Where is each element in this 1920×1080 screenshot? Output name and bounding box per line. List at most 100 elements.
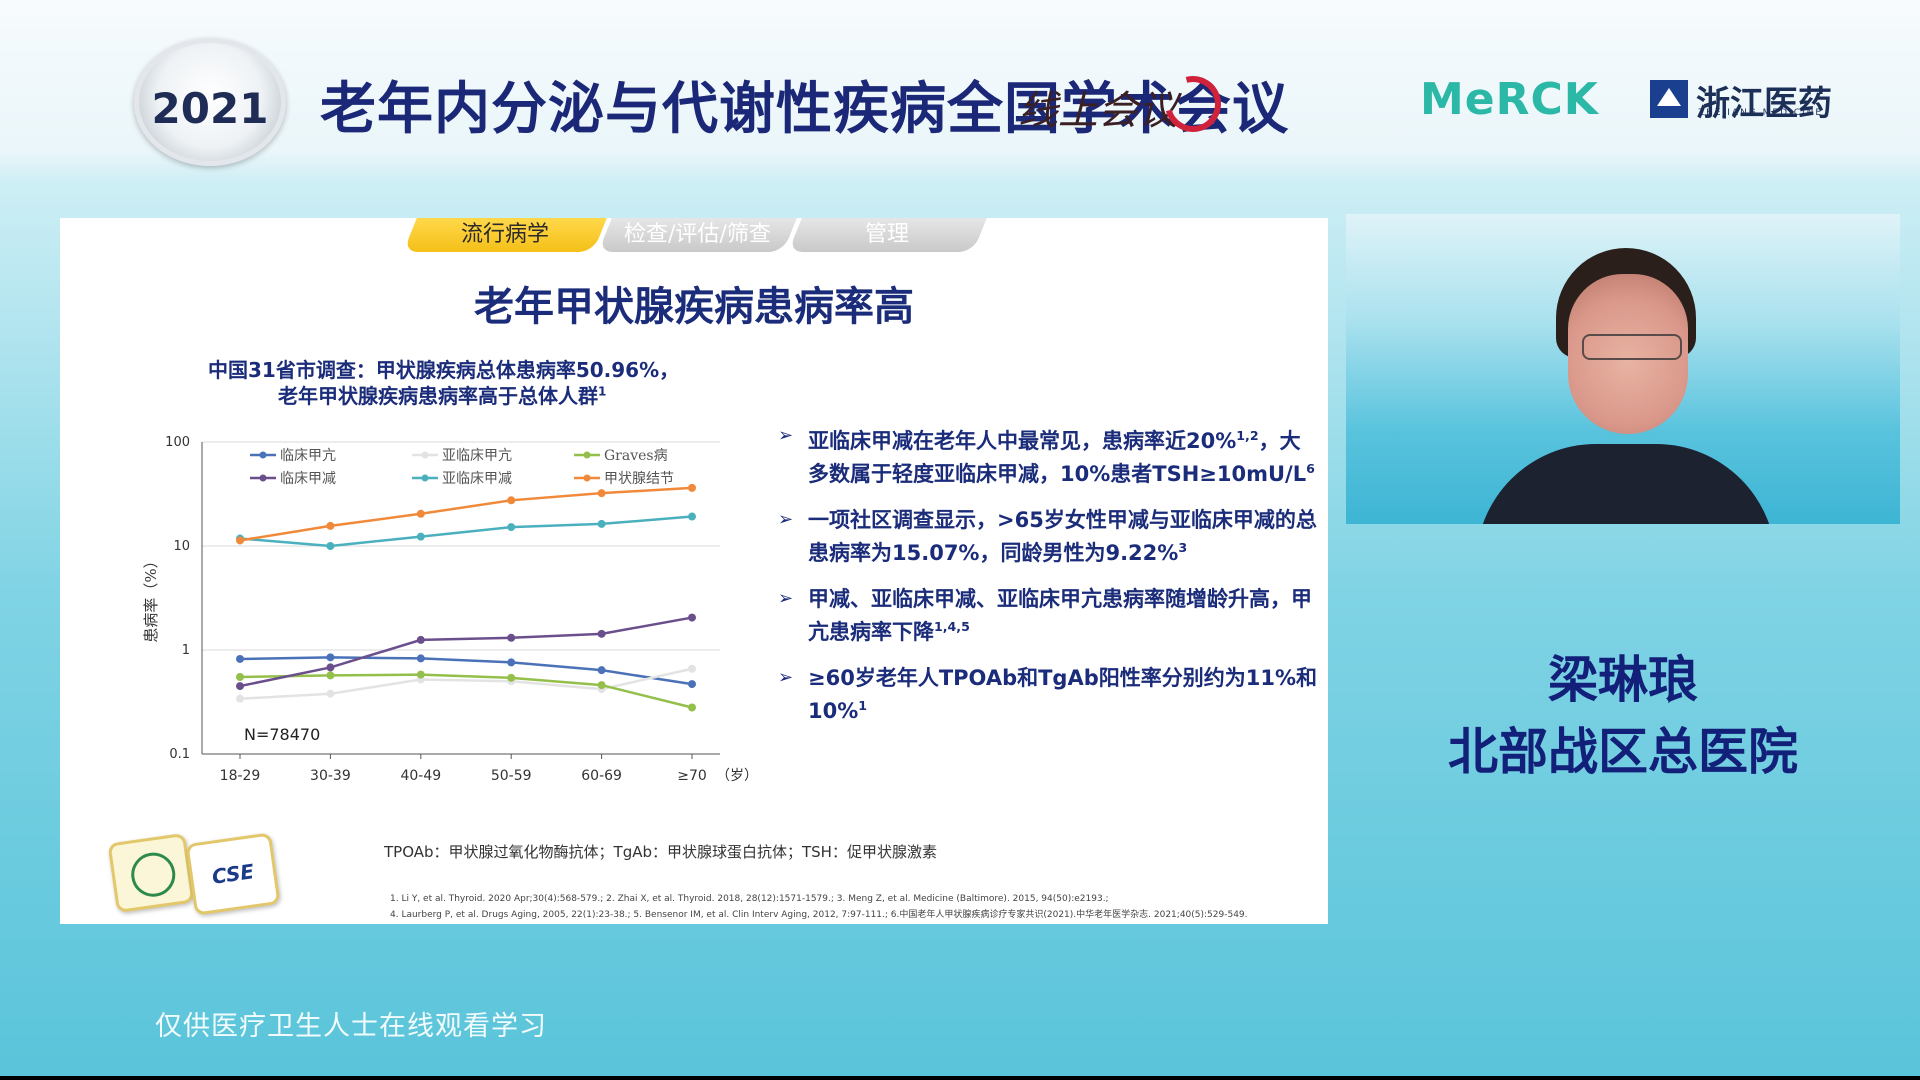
finding-text: ≥60岁老年人TPOAb和TgAb阳性率分别约为11%和10% (808, 666, 1318, 723)
data-point (416, 635, 425, 644)
y-tick-label: 10 (173, 539, 190, 554)
data-point (688, 512, 696, 521)
legend-label: 临床甲亢 (280, 447, 336, 464)
data-point (688, 680, 696, 689)
x-tick-label: 40-49 (400, 768, 441, 784)
speaker-body (1476, 444, 1776, 524)
x-tick-label: 60-69 (581, 768, 622, 784)
sample-size-annotation: N=78470 (244, 725, 320, 744)
prevalence-line-chart: 100 10 1 0.1 患病率（%） 18-29 30-39 40-49 50-59 60-69… (142, 435, 758, 784)
finding-text-cont: ，大多数属于轻度亚临床甲减，10%患者TSH≥10mU/L (808, 429, 1307, 486)
data-point (507, 673, 516, 682)
legend-swatch-marker (583, 451, 591, 459)
abbreviations-note: TPOAb：甲状腺过氧化物酶抗体；TgAb：甲状腺球蛋白抗体；TSH：促甲状腺激… (384, 843, 937, 861)
data-point (416, 654, 425, 663)
data-point (326, 521, 335, 530)
series-line (239, 515, 693, 548)
finding-ref: 1,2 (1236, 428, 1259, 443)
tab-management-label: 管理 (865, 222, 910, 247)
tab-management[interactable]: 管理 (788, 218, 987, 252)
x-tick-label: 30-39 (310, 768, 351, 784)
legend-swatch-marker (259, 451, 267, 459)
data-point (597, 489, 606, 498)
data-point (236, 673, 244, 682)
speaker-hospital: 北部战区总医院 (1448, 723, 1798, 781)
finding-item: ≥60岁老年人TPOAb和TgAb阳性率分别约为11%和10%1 (778, 664, 1318, 725)
data-point (236, 654, 244, 663)
data-point (236, 694, 244, 703)
finding-item: 一项社区调查显示，>65岁女性甲减与亚临床甲减的总患病率为15.07%，同龄男性… (778, 506, 1318, 567)
data-point (688, 483, 696, 492)
key-findings-list: 亚临床甲减在老年人中最常见，患病率近20%1,2，大多数属于轻度亚临床甲减，10… (778, 422, 1318, 743)
data-point (326, 542, 335, 550)
data-point (507, 658, 516, 667)
legend-label: 临床甲减 (280, 471, 336, 487)
sponsor-merck-logo: MeRCK (1420, 74, 1599, 125)
legend-swatch-marker (583, 474, 591, 482)
series-line (239, 656, 693, 686)
data-point (597, 519, 606, 528)
x-tick-label: 50-59 (491, 768, 532, 784)
conference-seal-logo: 2021 (134, 38, 286, 166)
series-line (239, 667, 693, 700)
data-point (326, 689, 335, 698)
sponsor-zhejiang-english: ZHEJIANG MEDICINE (1698, 108, 1824, 118)
finding-text: 甲减、亚临床甲减、亚临床甲亢患病率随增龄升高，甲亢患病率下降 (808, 587, 1312, 644)
zhejiang-medicine-icon (1650, 80, 1688, 118)
data-point (688, 703, 696, 712)
y-tick-label: 1 (182, 643, 190, 658)
glasses-icon (1582, 334, 1682, 360)
legend-label: Graves病 (604, 448, 668, 464)
cse-logo: CSE (185, 832, 281, 916)
reference-line-1: 1. Li Y, et al. Thyroid. 2020 Apr;30(4):… (390, 894, 1109, 904)
y-tick-label: 0.1 (169, 747, 190, 762)
data-point (507, 496, 516, 505)
data-point (416, 509, 425, 518)
finding-item: 亚临床甲减在老年人中最常见，患病率近20%1,2，大多数属于轻度亚临床甲减，10… (778, 422, 1318, 488)
data-point (326, 663, 335, 672)
tab-examination[interactable]: 检查/评估/筛查 (598, 218, 797, 252)
finding-ref: 3 (1178, 540, 1188, 555)
tab-epidemiology-label: 流行病学 (460, 222, 549, 247)
data-point (597, 629, 606, 638)
legend-label: 甲状腺结节 (604, 471, 674, 487)
tab-epidemiology[interactable]: 流行病学 (403, 218, 607, 252)
survey-summary-line-1: 中国31省市调查：甲状腺疾病总体患病率50.96%， (208, 358, 680, 382)
legend-label: 亚临床甲减 (442, 471, 512, 487)
series-line (239, 673, 693, 709)
finding-item: 甲减、亚临床甲减、亚临床甲亢患病率随增龄升高，甲亢患病率下降1,4,5 (778, 585, 1318, 646)
society-logo-badge (107, 832, 195, 914)
data-point (236, 536, 244, 545)
finding-text: 一项社区调查显示，>65岁女性甲减与亚临床甲减的总患病率为15.07%，同龄男性… (808, 508, 1317, 565)
conference-title: 老年内分泌与代谢性疾病全国学术会议 (320, 77, 1289, 142)
slide-title: 老年甲状腺疾病患病率高 (474, 284, 914, 330)
x-axis-unit: （岁） (716, 768, 758, 784)
conference-header: 2021 老年内分泌与代谢性疾病全国学术会议 线上会议 MeRCK 浙江医药 Z… (0, 0, 1920, 185)
y-tick-label: 100 (165, 435, 190, 450)
survey-ref-sup: 1 (598, 384, 607, 399)
speaker-name: 梁琳琅 (1548, 651, 1698, 709)
series-line (239, 486, 693, 542)
survey-summary-line-2: 老年甲状腺疾病患病率高于总体人群1 (278, 380, 606, 409)
online-meeting-label: 线上会议 (1018, 88, 1178, 134)
tab-examination-label: 检查/评估/筛查 (624, 222, 771, 247)
data-point (507, 633, 516, 642)
data-point (507, 523, 516, 532)
survey-summary-text: 老年甲状腺疾病患病率高于总体人群 (278, 384, 598, 408)
legend-swatch-marker (421, 474, 429, 482)
finding-ref: 1,4,5 (934, 619, 970, 634)
finding-text: 亚临床甲减在老年人中最常见，患病率近20% (808, 429, 1237, 453)
data-point (597, 681, 606, 690)
data-point (236, 682, 244, 691)
data-point (416, 670, 425, 679)
data-point (688, 664, 696, 673)
data-point (416, 532, 425, 541)
finding-ref-2: 6 (1306, 461, 1315, 476)
legend-label: 亚临床甲亢 (442, 447, 512, 464)
data-point (326, 653, 335, 662)
legend-swatch-marker (259, 474, 267, 482)
presentation-slide: 流行病学 检查/评估/筛查 管理 老年甲状腺疾病患病率高 中国31省市调查：甲状… (60, 218, 1328, 924)
x-tick-label: 18-29 (220, 768, 261, 784)
speaker-video-feed (1346, 214, 1900, 524)
y-axis-label: 患病率（%） (142, 553, 160, 642)
